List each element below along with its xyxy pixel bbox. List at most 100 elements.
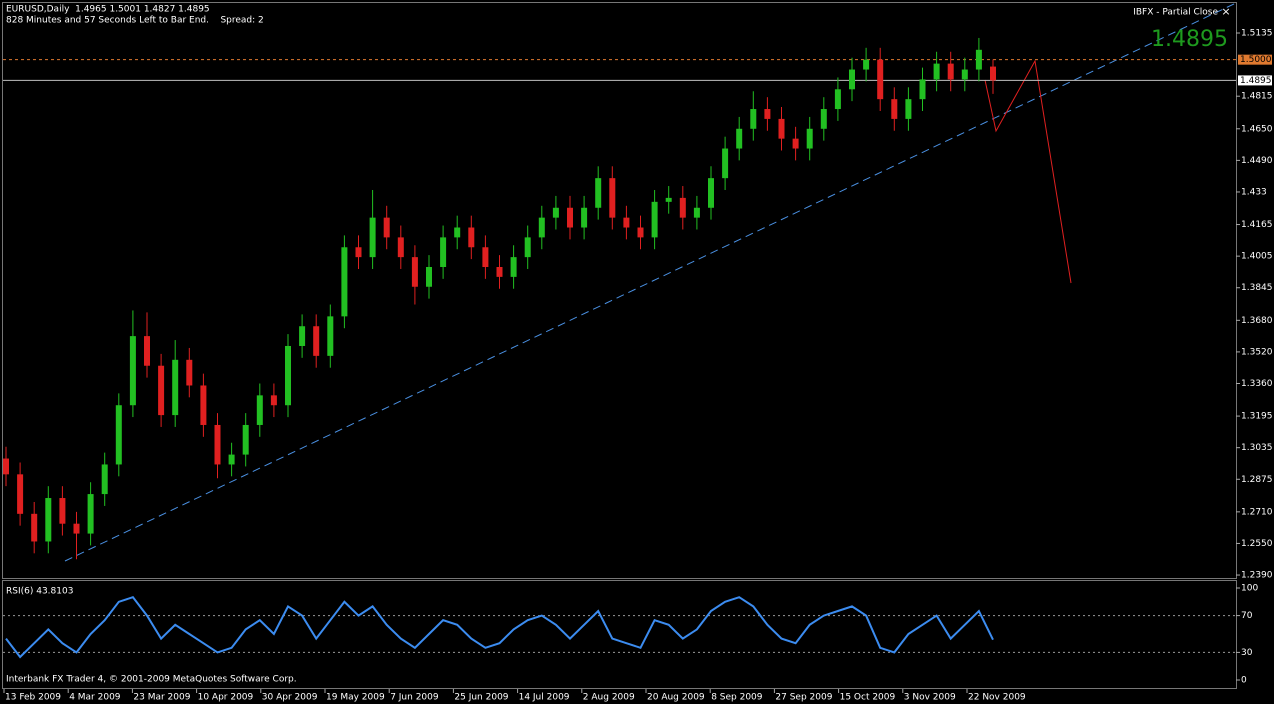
footer: Interbank FX Trader 4, © 2001-2009 MetaQ… bbox=[6, 675, 297, 685]
price-level-tag bbox=[1238, 54, 1272, 65]
y-tick-label: 1.3845 bbox=[1241, 283, 1273, 293]
x-tick-label: 4 Mar 2009 bbox=[69, 693, 121, 703]
candle-body bbox=[31, 513, 38, 542]
x-tick-label: 2 Aug 2009 bbox=[583, 693, 635, 703]
candle-body bbox=[877, 59, 884, 100]
y-tick-label: 1.2875 bbox=[1241, 475, 1273, 485]
price-level-label: 1.5000 bbox=[1240, 55, 1272, 65]
candle-body bbox=[482, 247, 489, 268]
candle-body bbox=[59, 498, 66, 524]
candle-body bbox=[341, 247, 348, 317]
y-tick-label: 1.4165 bbox=[1241, 220, 1273, 230]
candle-body bbox=[595, 178, 602, 208]
candle-body bbox=[693, 207, 700, 218]
price-level-tag bbox=[1238, 75, 1272, 86]
main-panel-frame bbox=[2, 2, 1237, 579]
candle-body bbox=[200, 385, 207, 425]
candle-body bbox=[242, 424, 249, 455]
candle-body bbox=[834, 89, 841, 110]
candle-body bbox=[73, 523, 80, 534]
y-tick-label: 1.3195 bbox=[1241, 412, 1273, 422]
candle-body bbox=[905, 99, 912, 119]
candle-body bbox=[299, 326, 306, 346]
rsi-title: RSI(6) 43.8103 bbox=[6, 587, 73, 597]
candle-body bbox=[214, 424, 221, 465]
y-tick-label: 1.3680 bbox=[1241, 316, 1273, 326]
rsi-tick-label: 100 bbox=[1241, 584, 1258, 594]
candle-body bbox=[679, 197, 686, 218]
candle-body bbox=[45, 498, 52, 542]
candle-body bbox=[975, 49, 982, 70]
y-tick-label: 1.433 bbox=[1241, 187, 1267, 197]
candle-body bbox=[750, 109, 757, 129]
y-tick-label: 1.3360 bbox=[1241, 379, 1273, 389]
candle-body bbox=[722, 148, 729, 179]
candle-body bbox=[552, 207, 559, 218]
y-tick-label: 1.3520 bbox=[1241, 347, 1273, 357]
y-tick-label: 1.2710 bbox=[1241, 507, 1273, 517]
rsi-tick-label: 70 bbox=[1241, 611, 1253, 621]
y-tick-label: 1.4650 bbox=[1241, 124, 1273, 134]
candle-body bbox=[496, 267, 503, 277]
candle-body bbox=[186, 359, 193, 386]
candle-body bbox=[285, 345, 291, 406]
candle-body bbox=[313, 326, 320, 356]
forecast-line bbox=[984, 59, 1072, 284]
header-line: EURUSD,Daily 1.4965 1.5001 1.4827 1.4895 bbox=[6, 5, 210, 15]
bid-price: 1.4895 bbox=[1151, 27, 1228, 52]
candle-body bbox=[708, 178, 714, 208]
rsi-panel-frame bbox=[2, 580, 1237, 689]
rsi-line bbox=[5, 596, 994, 659]
candle-body bbox=[623, 217, 630, 228]
x-tick-label: 23 Mar 2009 bbox=[133, 693, 190, 703]
candle-body bbox=[820, 109, 827, 129]
x-tick-label: 20 Aug 2009 bbox=[647, 693, 705, 703]
x-tick-label: 3 Nov 2009 bbox=[904, 693, 956, 703]
candle-body bbox=[933, 63, 940, 80]
price-level-label: 1.4895 bbox=[1240, 76, 1272, 86]
candle-body bbox=[990, 66, 996, 81]
candle-body bbox=[510, 257, 517, 277]
rsi-tick-label: 30 bbox=[1241, 648, 1253, 658]
x-tick-label: 7 Jun 2009 bbox=[390, 693, 439, 703]
candle-body bbox=[806, 128, 813, 149]
y-tick-label: 1.2390 bbox=[1241, 571, 1273, 581]
candle-body bbox=[115, 405, 122, 465]
candle-body bbox=[581, 207, 588, 228]
x-tick-label: 27 Sep 2009 bbox=[775, 693, 832, 703]
candle-body bbox=[256, 395, 263, 425]
candle-body bbox=[863, 59, 870, 70]
candle-body bbox=[947, 63, 954, 80]
header-line: 828 Minutes and 57 Seconds Left to Bar E… bbox=[6, 16, 264, 26]
x-tick-label: 19 May 2009 bbox=[326, 693, 385, 703]
candle-body bbox=[355, 247, 362, 258]
candle-body bbox=[129, 336, 136, 406]
candle-body bbox=[891, 99, 898, 119]
candle-body bbox=[228, 454, 235, 465]
x-tick-label: 22 Nov 2009 bbox=[968, 693, 1026, 703]
x-tick-label: 30 Apr 2009 bbox=[262, 693, 318, 703]
candle-body bbox=[172, 359, 179, 416]
candle-body bbox=[961, 69, 968, 80]
y-tick-label: 1.3035 bbox=[1241, 443, 1273, 453]
x-tick-label: 25 Jun 2009 bbox=[454, 693, 508, 703]
candle-body bbox=[327, 316, 334, 356]
candle-body bbox=[144, 336, 150, 366]
x-tick-label: 14 Jul 2009 bbox=[519, 693, 570, 703]
candle-body bbox=[426, 267, 432, 287]
close-button[interactable]: × bbox=[1221, 5, 1230, 18]
candle-body bbox=[411, 257, 418, 287]
y-tick-label: 1.5135 bbox=[1241, 29, 1273, 39]
y-tick-label: 1.4005 bbox=[1241, 252, 1273, 262]
candle-body bbox=[101, 464, 108, 495]
candle-body bbox=[764, 109, 771, 119]
candle-body bbox=[736, 128, 743, 149]
candle-body bbox=[17, 474, 24, 514]
x-tick-label: 15 Oct 2009 bbox=[840, 693, 896, 703]
ea-label: IBFX - Partial Close bbox=[1133, 8, 1218, 18]
candle-body bbox=[651, 201, 658, 238]
rsi-tick-label: 0 bbox=[1241, 676, 1247, 686]
